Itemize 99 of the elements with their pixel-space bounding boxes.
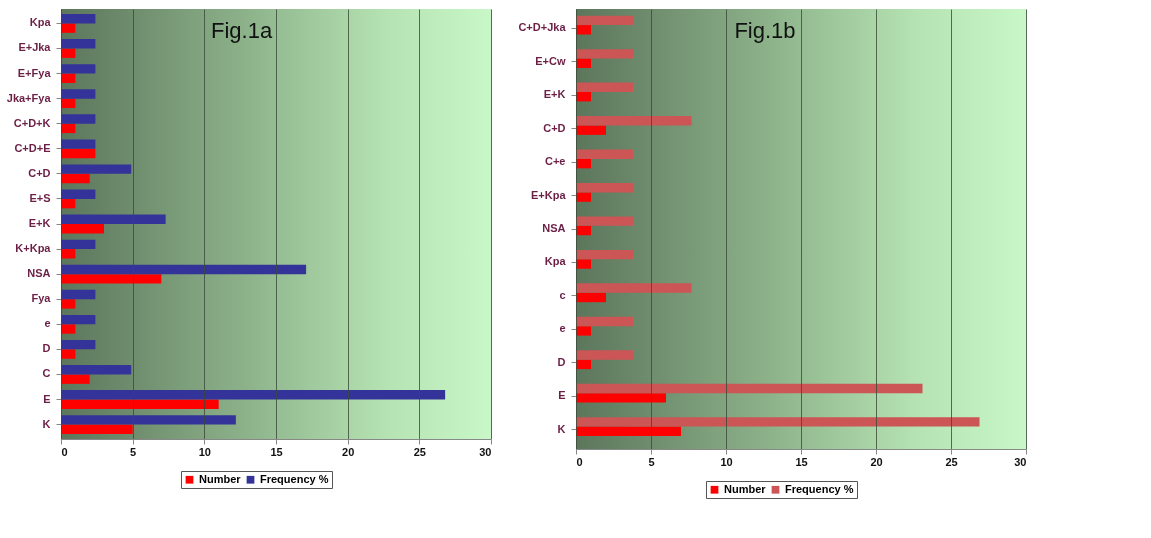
bar xyxy=(576,49,633,59)
bar xyxy=(61,114,96,124)
bar xyxy=(61,139,96,149)
bar xyxy=(576,417,980,427)
y-tick-label: C+D xyxy=(28,166,51,179)
y-tick-label: e xyxy=(44,317,51,330)
bar xyxy=(61,289,96,300)
bar xyxy=(576,259,591,269)
bar xyxy=(61,365,132,375)
x-tick-label: 15 xyxy=(795,455,808,468)
y-tick-label: C+D+K xyxy=(13,116,51,129)
y-tick-label: c xyxy=(559,288,566,301)
y-tick-label: e xyxy=(559,322,566,335)
x-tick-label: 0 xyxy=(61,445,68,458)
bar xyxy=(576,182,633,193)
bar xyxy=(576,350,633,360)
y-tick-label: E+Cw xyxy=(535,54,566,67)
bar xyxy=(576,283,692,293)
y-tick-label: E+Jka xyxy=(18,41,52,54)
y-tick-label: NSA xyxy=(542,222,566,234)
y-tick-label: E+S xyxy=(29,191,51,204)
bar xyxy=(61,23,76,33)
bar xyxy=(576,15,633,26)
bar xyxy=(61,148,96,159)
bar xyxy=(61,274,162,284)
bar xyxy=(61,390,446,400)
bar xyxy=(61,173,90,184)
y-tick-label: Kpa xyxy=(29,16,52,29)
y-tick-label: E xyxy=(43,392,51,405)
y-tick-label: D xyxy=(557,355,566,368)
bar xyxy=(576,316,633,327)
bar xyxy=(61,64,96,74)
y-tick-label: K xyxy=(42,417,51,430)
x-tick-label: 30 xyxy=(479,445,492,458)
bar xyxy=(61,39,96,49)
legend-label: Number xyxy=(199,472,242,485)
x-tick-label: 0 xyxy=(576,455,583,468)
y-tick-label: C+D+E xyxy=(14,141,51,154)
bar xyxy=(576,249,633,260)
y-tick-label: C xyxy=(42,367,51,380)
y-tick-label: E xyxy=(558,389,566,402)
bar xyxy=(61,224,104,234)
y-tick-label: C+D xyxy=(543,121,566,134)
bar xyxy=(576,326,591,336)
bar xyxy=(61,374,90,384)
x-tick-label: 5 xyxy=(648,455,655,468)
bar xyxy=(61,424,133,434)
y-tick-label: E+Kpa xyxy=(530,188,567,201)
x-tick-label: 25 xyxy=(413,445,426,458)
y-tick-label: Jka+Fya xyxy=(6,91,52,104)
bar xyxy=(61,48,76,58)
x-tick-label: 5 xyxy=(130,445,137,458)
x-tick-label: 25 xyxy=(945,455,958,468)
x-tick-label: 10 xyxy=(198,445,211,458)
y-tick-label: K xyxy=(557,422,566,435)
bar xyxy=(576,393,666,403)
bar xyxy=(61,164,132,174)
x-tick-label: 30 xyxy=(1014,455,1027,468)
bar xyxy=(61,299,76,309)
bar xyxy=(576,383,923,394)
y-tick-label: C+e xyxy=(545,155,566,168)
x-tick-label: 15 xyxy=(270,445,283,458)
bar xyxy=(576,125,606,135)
bar xyxy=(576,192,591,202)
y-tick-label: E+Fya xyxy=(17,66,52,79)
bar xyxy=(576,82,633,93)
bar xyxy=(576,292,606,303)
legend-label: Frequency % xyxy=(785,482,854,495)
bar xyxy=(61,264,307,275)
bar xyxy=(61,415,236,425)
legend-label: Number xyxy=(724,482,767,495)
y-tick-label: Kpa xyxy=(544,255,567,268)
bar xyxy=(576,149,633,159)
chart-title: Fig.1b xyxy=(734,18,796,43)
bar xyxy=(576,116,692,126)
y-tick-label: C+D+Jka xyxy=(518,21,567,34)
x-tick-label: 10 xyxy=(720,455,733,468)
y-tick-label: Fya xyxy=(31,292,52,305)
y-tick-label: D xyxy=(42,342,51,355)
y-tick-label: NSA xyxy=(27,267,51,280)
bar xyxy=(61,239,96,250)
bar xyxy=(61,314,96,325)
y-tick-label: K+Kpa xyxy=(15,242,52,255)
bar xyxy=(61,399,219,409)
x-tick-label: 20 xyxy=(342,445,355,458)
y-tick-label: E+K xyxy=(543,88,566,101)
bar xyxy=(576,216,633,226)
bar xyxy=(61,89,96,99)
bar xyxy=(61,189,96,199)
x-tick-label: 20 xyxy=(870,455,883,468)
bar xyxy=(61,339,96,350)
legend-label: Frequency % xyxy=(260,472,329,485)
chart-title: Fig.1a xyxy=(211,18,273,43)
bar xyxy=(576,426,681,437)
bar xyxy=(61,214,166,224)
bar xyxy=(61,349,76,359)
bar xyxy=(61,324,76,334)
bar xyxy=(61,14,96,24)
y-tick-label: E+K xyxy=(28,217,51,229)
